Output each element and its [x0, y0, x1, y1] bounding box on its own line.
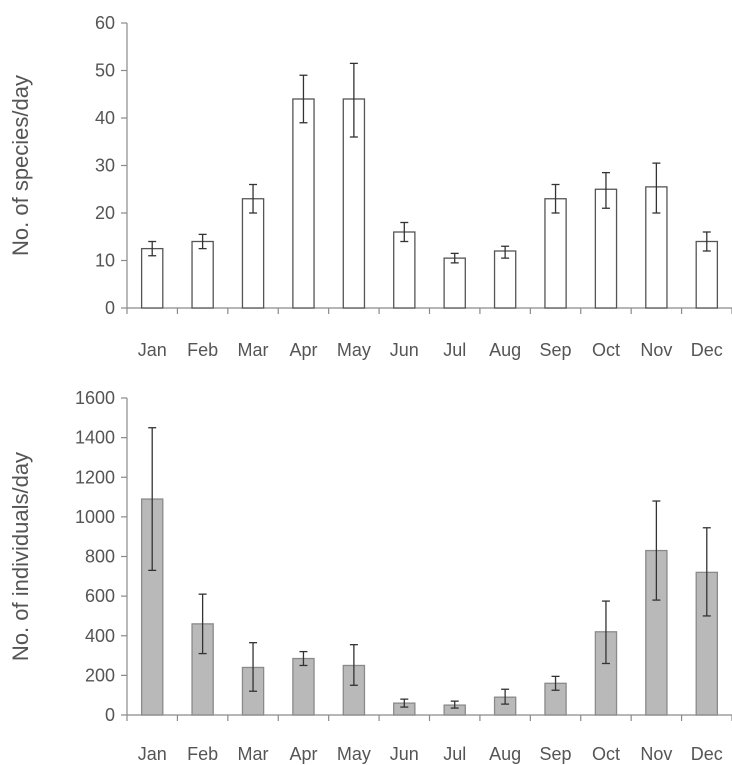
x-tick-label: Aug: [489, 340, 521, 360]
error-bar-jul: [450, 700, 459, 709]
error-bar-oct: [601, 600, 610, 665]
y-tick-labels: 0 10 20 30 40 50 60: [95, 13, 115, 318]
error-bar-aug: [501, 245, 510, 259]
x-tick-label: Mar: [238, 340, 269, 360]
y-tick-label: 1200: [75, 467, 115, 487]
bar-jan: [140, 247, 164, 309]
x-tick-label: Jul: [443, 340, 466, 360]
error-bar-jan: [148, 240, 157, 257]
axes: [121, 22, 732, 314]
bar-apr: [292, 657, 315, 716]
y-tick-label: 200: [85, 665, 115, 685]
individuals-per-day-chart: 0 200 400 600 800 1000 1200 1400 1600 Jan Feb Mar A…: [8, 388, 732, 764]
x-tick-label: Oct: [592, 340, 620, 360]
y-tick-label: 800: [85, 547, 115, 567]
y-tick-label: 30: [95, 156, 115, 176]
bar-mar: [241, 198, 265, 309]
y-tick-label: 50: [95, 61, 115, 81]
x-tick-label: Dec: [691, 744, 723, 764]
y-tick-labels: 0 200 400 600 800 1000 1200 1400 1600: [75, 388, 115, 725]
x-tick-label: Jun: [390, 340, 419, 360]
x-tick-label: Aug: [489, 744, 521, 764]
error-bar-feb: [198, 593, 207, 655]
x-tick-labels: Jan Feb Mar Apr May Jun Jul Aug Sep Oct Nov Dec: [138, 744, 723, 764]
x-tick-label: Feb: [187, 744, 218, 764]
x-tick-label: Apr: [289, 744, 317, 764]
y-tick-label: 0: [105, 705, 115, 725]
y-tick-label: 0: [105, 298, 115, 318]
error-bar-may: [349, 644, 358, 686]
y-tick-label: 600: [85, 586, 115, 606]
error-bar-mar: [249, 642, 258, 692]
error-bar-aug: [501, 688, 510, 705]
error-bar-dec: [702, 527, 711, 617]
y-tick-label: 10: [95, 251, 115, 271]
y-tick-label: 400: [85, 626, 115, 646]
y-tick-label: 60: [95, 13, 115, 33]
bar-jun: [393, 231, 416, 309]
y-tick-label: 1600: [75, 388, 115, 408]
error-bar-mar: [249, 183, 258, 214]
error-bar-feb: [198, 233, 207, 250]
error-bar-dec: [702, 231, 711, 252]
error-bar-apr: [299, 650, 308, 667]
error-bar-jun: [400, 698, 409, 708]
error-bar-jun: [400, 221, 409, 243]
error-bars: [148, 427, 711, 709]
error-bar-nov: [652, 162, 661, 214]
bar-apr: [292, 98, 315, 309]
error-bar-jan: [148, 427, 157, 572]
x-tick-label: Oct: [592, 744, 620, 764]
error-bar-may: [349, 62, 358, 138]
error-bar-sep: [551, 675, 560, 691]
bar-feb: [191, 240, 214, 309]
x-tick-label: Nov: [640, 744, 672, 764]
y-tick-label: 1400: [75, 428, 115, 448]
x-tick-label: Nov: [640, 340, 672, 360]
species-per-day-chart: 0 10 20 30 40 50 60 Jan Feb Mar Apr May Jun Jul Aug Se…: [8, 13, 732, 360]
x-tick-label: Mar: [238, 744, 269, 764]
x-tick-label: Jan: [138, 340, 167, 360]
x-tick-label: Apr: [289, 340, 317, 360]
x-tick-label: Sep: [540, 340, 572, 360]
x-tick-label: Jan: [138, 744, 167, 764]
bar-jul: [443, 257, 466, 309]
error-bar-nov: [652, 500, 661, 601]
y-tick-label: 40: [95, 108, 115, 128]
y-axis-label: No. of species/day: [8, 75, 33, 256]
error-bars: [148, 62, 711, 264]
y-axis-label: No. of individuals/day: [8, 452, 33, 661]
x-tick-label: May: [337, 340, 371, 360]
error-bar-jul: [450, 252, 459, 264]
x-tick-labels: Jan Feb Mar Apr May Jun Jul Aug Sep Oct Nov Dec: [138, 340, 723, 360]
x-tick-label: Sep: [540, 744, 572, 764]
bar-sep: [544, 198, 567, 309]
x-tick-label: Feb: [187, 340, 218, 360]
error-bar-sep: [551, 183, 560, 214]
error-bar-oct: [601, 171, 610, 209]
bars: [140, 98, 719, 309]
axes: [121, 397, 732, 721]
y-tick-label: 1000: [75, 507, 115, 527]
y-tick-label: 20: [95, 203, 115, 223]
x-tick-label: Jun: [390, 744, 419, 764]
x-tick-label: May: [337, 744, 371, 764]
bar-aug: [493, 250, 517, 309]
bars: [140, 498, 719, 716]
error-bar-apr: [299, 74, 308, 124]
x-tick-label: Dec: [691, 340, 723, 360]
x-tick-label: Jul: [443, 744, 466, 764]
